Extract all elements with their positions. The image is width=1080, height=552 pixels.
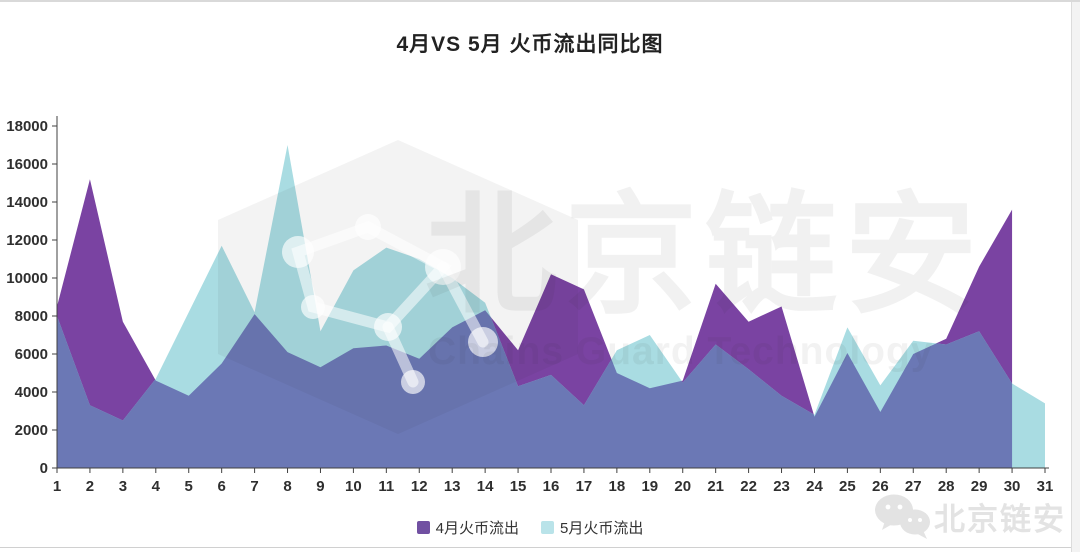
x-tick-label: 12 [411,478,428,495]
x-tick-label: 13 [444,478,461,495]
april-legend-label: 4月火币流出 [435,520,519,537]
y-tick-label: 14000 [6,194,48,211]
x-tick-label: 6 [217,478,225,495]
chart-legend: 4月火币流出 5月火币流出 [0,517,1060,538]
x-tick-label: 10 [345,478,362,495]
x-tick-label: 18 [609,478,626,495]
y-tick-label: 6000 [15,346,48,363]
x-tick-label: 28 [938,478,955,495]
x-tick-label: 16 [543,478,560,495]
legend-item-april[interactable]: 4月火币流出 [416,517,519,538]
y-axis: 0 2000 4000 6000 8000 10000 12000 14000 16000 180… [6,116,58,477]
april-legend-swatch [416,521,430,534]
overlap-area [57,310,1013,468]
x-tick-label: 24 [806,478,823,495]
x-tick-label: 19 [641,478,658,495]
x-tick-label: 27 [905,478,922,495]
may-legend-label: 5月火币流出 [560,520,644,537]
window-bottom-edge [0,547,1072,548]
x-tick-label: 26 [872,478,889,495]
y-tick-label: 2000 [15,422,48,439]
x-tick-label: 9 [316,478,324,495]
x-tick-label: 2 [86,478,94,495]
x-tick-label: 25 [839,478,856,495]
y-tick-label: 12000 [6,232,48,249]
x-tick-label: 21 [707,478,724,495]
scrollbar-track[interactable] [1071,2,1080,552]
legend-item-may[interactable]: 5月火币流出 [541,517,643,538]
y-tick-label: 4000 [15,384,48,401]
x-tick-label: 20 [674,478,691,495]
x-tick-label: 30 [1004,478,1021,495]
x-tick-label: 1 [53,478,61,495]
chart-title: 4月VS 5月 火币流出同比图 [396,33,664,56]
x-tick-label: 31 [1037,478,1054,495]
x-tick-label: 3 [119,478,127,495]
y-tick-label: 8000 [15,308,48,325]
x-tick-label: 4 [152,478,161,495]
may-legend-swatch [541,521,554,534]
x-tick-label: 15 [510,478,527,495]
y-tick-label: 10000 [6,270,48,287]
y-tick-label: 0 [40,460,48,477]
x-tick-label: 8 [283,478,291,495]
y-tick-label: 18000 [6,118,48,135]
x-tick-label: 29 [971,478,988,495]
x-tick-label: 7 [250,478,258,495]
x-axis: 1 2 3 4 5 6 7 8 9 10 11 12 13 14 15 16 17 18 19 20 21 22 23 24 2… [53,467,1054,495]
x-tick-label: 22 [740,478,757,495]
x-tick-label: 23 [773,478,790,495]
y-tick-label: 16000 [6,156,48,173]
x-tick-label: 14 [477,478,494,495]
x-tick-label: 17 [576,478,593,495]
x-tick-label: 11 [378,478,394,495]
x-tick-label: 5 [185,478,193,495]
